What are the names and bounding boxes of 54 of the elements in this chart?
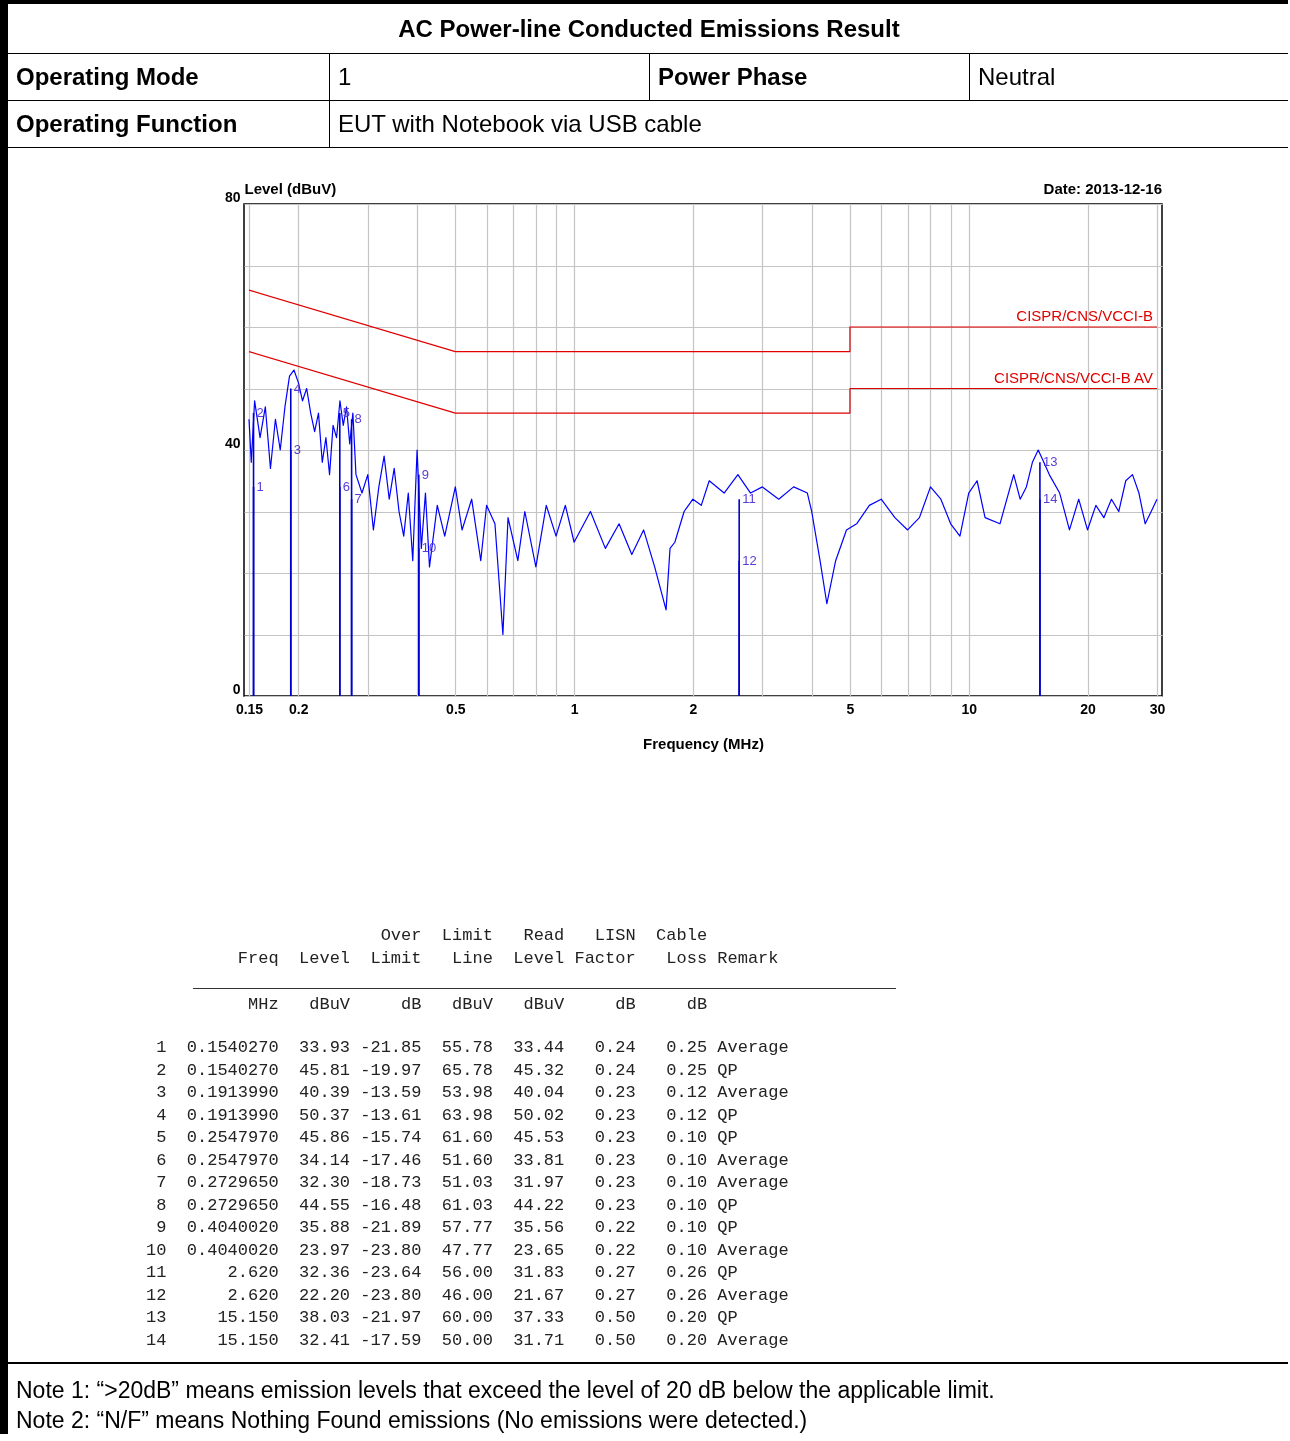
- text: 3 0.1913990 40.39 -13.59 53.98 40.04 0.23 0.12 Average: [156, 1083, 789, 1102]
- x-axis-title: Frequency (MHz): [643, 734, 764, 752]
- annotation: 11: [742, 491, 756, 507]
- annotation: 14: [1042, 491, 1058, 507]
- text: MHz dBuV dB dBuV dBuV dB dB: [247, 994, 708, 1016]
- text: 8 0.2729650 44.55 -16.48 61.03 44.22 0.23 0.10 QP: [156, 1195, 738, 1215]
- annotation: 9: [421, 466, 430, 482]
- x-tick-label: 10: [961, 700, 978, 717]
- text: 12 2.620 22.20 -23.80 46.00 21.67 0.27 0.26 Average: [146, 1285, 789, 1305]
- annotation: 2: [256, 405, 264, 421]
- text: 4 0.1913990 50.37 -13.61 63.98 50.02 0.23 0.12 QP: [156, 1105, 738, 1125]
- text: Neutral: [970, 54, 1290, 101]
- text: Operating Function: [8, 101, 330, 148]
- annotation: 1: [256, 478, 264, 494]
- text: 13 15.150 38.03 -21.97 60.00 37.33 0.50 0.20 QP: [146, 1308, 738, 1327]
- y-axis-title: Level (dBuV): [244, 179, 337, 197]
- text: Operating Mode: [8, 54, 330, 101]
- x-tick-label: 2: [689, 700, 698, 717]
- text: 7 0.2729650 32.30 -18.73 51.03 31.97 0.23 0.10 Average: [156, 1173, 789, 1192]
- annotation: 13: [1042, 454, 1058, 470]
- x-tick-label: 0.15: [235, 700, 264, 717]
- y-tick-label: 0: [232, 680, 241, 697]
- text: 11 2.620 32.36 -23.64 56.00 31.83 0.27 0.26 QP: [146, 1263, 738, 1282]
- text: 6 0.2547970 34.14 -17.46 51.60 33.81 0.23 0.10 Average: [156, 1150, 789, 1170]
- text: EUT with Notebook via USB cable: [330, 101, 1290, 148]
- y-tick-label: 80: [224, 188, 241, 205]
- x-tick-label: 0.2: [289, 700, 309, 717]
- chart-title: AC Power-line Conducted Emissions Result: [8, 4, 1290, 54]
- text: 1: [330, 54, 650, 101]
- annotation: 12: [742, 552, 757, 568]
- text: 10 0.4040020 23.97 -23.80 47.77 23.65 0.22 0.10 Average: [146, 1240, 789, 1260]
- text: Note 2: “N/F” means Nothing Found emissions (No emissions were detected.): [16, 1407, 808, 1434]
- annotation: 7: [354, 491, 362, 507]
- series-label: CISPR/CNS/VCCI-B AV: [994, 368, 1153, 386]
- y-tick-label: 40: [224, 434, 241, 451]
- x-tick-label: 1: [570, 700, 579, 717]
- text: 9 0.4040020 35.88 -21.89 57.77 35.56 0.22 0.10 QP: [156, 1218, 738, 1237]
- text: 14 15.150 32.41 -17.59 50.00 31.71 0.50 0.20 Average: [146, 1330, 789, 1350]
- x-tick-label: 20: [1080, 700, 1097, 717]
- text: Power Phase: [650, 54, 970, 101]
- text: 1 0.1540270 33.93 -21.85 55.78 33.44 0.24 0.25 Average: [156, 1038, 789, 1057]
- annotation: 6: [342, 478, 351, 494]
- x-tick-label: 0.5: [446, 700, 466, 717]
- text: 5 0.2547970 45.86 -15.74 61.60 45.53 0.23 0.10 QP: [156, 1128, 738, 1147]
- annotation: 8: [354, 411, 362, 427]
- annotation: 3: [293, 442, 301, 457]
- text: 2 0.1540270 45.81 -19.97 65.78 45.32 0.24 0.25 QP: [156, 1060, 738, 1080]
- text: Over Limit Read LISN Cable: [380, 926, 708, 945]
- x-tick-label: 30: [1149, 700, 1166, 717]
- series-label: CISPR/CNS/VCCI-B: [1016, 307, 1153, 324]
- text: Freq Level Limit Line Level Factor Loss Remark: [237, 949, 779, 968]
- x-tick-label: 5: [846, 700, 855, 717]
- text: Note 1: “>20dB” means emission levels that exceed the level of 20 dB below the applicable limit.: [16, 1377, 995, 1404]
- text: Date: 2013-12-16: [1043, 180, 1162, 197]
